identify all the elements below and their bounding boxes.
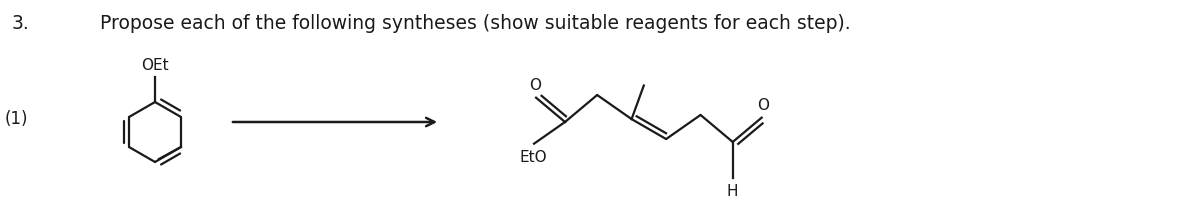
Text: O: O bbox=[529, 78, 541, 93]
Text: EtO: EtO bbox=[520, 150, 547, 165]
Text: H: H bbox=[727, 184, 738, 199]
Text: Propose each of the following syntheses (show suitable reagents for each step).: Propose each of the following syntheses … bbox=[100, 14, 851, 33]
Text: 3.: 3. bbox=[12, 14, 30, 33]
Text: (1): (1) bbox=[5, 110, 29, 128]
Text: OEt: OEt bbox=[142, 58, 169, 73]
Text: O: O bbox=[757, 98, 769, 113]
